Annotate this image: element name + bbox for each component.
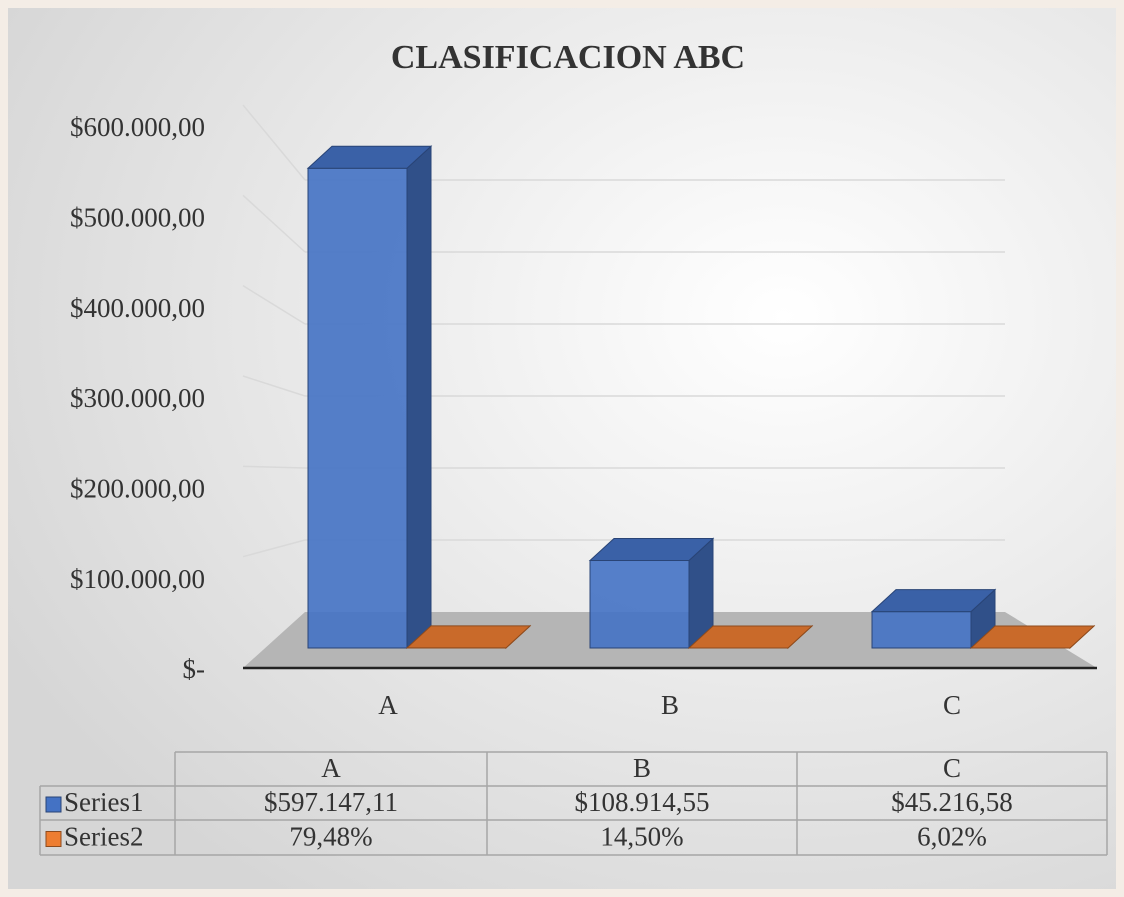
y-tick-label: $600.000,00 — [70, 112, 205, 142]
x-tick-label: C — [943, 690, 961, 720]
table-cell: 6,02% — [917, 822, 987, 852]
y-tick-label: $400.000,00 — [70, 293, 205, 323]
legend-label: Series2 — [64, 822, 143, 852]
y-tick-label: $500.000,00 — [70, 203, 205, 233]
bar — [871, 611, 972, 649]
table-header: A — [321, 753, 341, 783]
y-tick-label: $- — [183, 654, 206, 684]
y-tick-label: $300.000,00 — [70, 383, 205, 413]
x-tick-label: B — [661, 690, 679, 720]
x-tick-label: A — [378, 690, 398, 720]
table-header: B — [633, 753, 651, 783]
table-cell: $597.147,11 — [264, 787, 398, 817]
legend-swatch — [45, 796, 62, 813]
grid-line — [242, 285, 306, 325]
legend-swatch — [45, 831, 62, 847]
bar — [589, 560, 690, 649]
grid-line — [242, 104, 306, 181]
y-tick-label: $200.000,00 — [70, 474, 205, 504]
table-cell: $108.914,55 — [575, 787, 710, 817]
chart-title: CLASIFICACION ABC — [391, 39, 745, 76]
table-cell: 79,48% — [289, 822, 372, 852]
bar-top — [306, 145, 433, 169]
table-cell: 14,50% — [600, 822, 683, 852]
grid-line — [242, 539, 306, 558]
bar-side — [406, 145, 432, 650]
grid-line — [242, 194, 306, 253]
y-tick-label: $100.000,00 — [70, 564, 205, 594]
table-cell: $45.216,58 — [891, 787, 1013, 817]
bar-top — [969, 625, 1096, 649]
grid-line — [242, 375, 306, 397]
chart-area — [8, 8, 1116, 889]
bar-top — [405, 625, 532, 649]
legend-label: Series1 — [64, 787, 143, 817]
bar-top — [687, 625, 814, 649]
table-header: C — [943, 753, 961, 783]
grid-line — [242, 465, 306, 469]
bar-top — [588, 538, 715, 562]
bar-top — [870, 589, 997, 613]
bar — [307, 167, 408, 649]
